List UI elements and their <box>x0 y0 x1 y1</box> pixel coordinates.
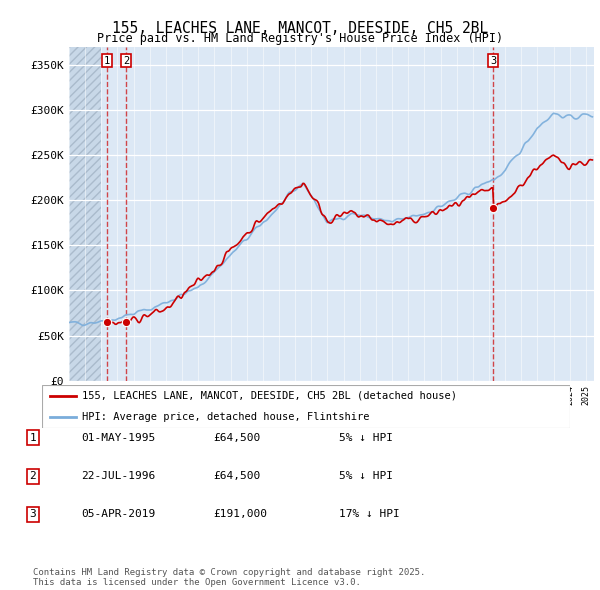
Text: £64,500: £64,500 <box>213 433 260 442</box>
Text: 3: 3 <box>29 510 37 519</box>
Text: Price paid vs. HM Land Registry's House Price Index (HPI): Price paid vs. HM Land Registry's House … <box>97 32 503 45</box>
Text: 05-APR-2019: 05-APR-2019 <box>81 510 155 519</box>
Text: HPI: Average price, detached house, Flintshire: HPI: Average price, detached house, Flin… <box>82 412 369 422</box>
Text: 2: 2 <box>123 55 130 65</box>
Text: 5% ↓ HPI: 5% ↓ HPI <box>339 433 393 442</box>
Text: 3: 3 <box>490 55 496 65</box>
Bar <box>69 47 101 381</box>
Text: 1: 1 <box>104 55 110 65</box>
Text: £64,500: £64,500 <box>213 471 260 481</box>
Text: £191,000: £191,000 <box>213 510 267 519</box>
Text: Contains HM Land Registry data © Crown copyright and database right 2025.
This d: Contains HM Land Registry data © Crown c… <box>33 568 425 587</box>
Text: 01-MAY-1995: 01-MAY-1995 <box>81 433 155 442</box>
Text: 5% ↓ HPI: 5% ↓ HPI <box>339 471 393 481</box>
Text: 155, LEACHES LANE, MANCOT, DEESIDE, CH5 2BL: 155, LEACHES LANE, MANCOT, DEESIDE, CH5 … <box>112 21 488 35</box>
Text: 1: 1 <box>29 433 37 442</box>
FancyBboxPatch shape <box>42 385 570 428</box>
Text: 22-JUL-1996: 22-JUL-1996 <box>81 471 155 481</box>
Text: 155, LEACHES LANE, MANCOT, DEESIDE, CH5 2BL (detached house): 155, LEACHES LANE, MANCOT, DEESIDE, CH5 … <box>82 391 457 401</box>
Text: 2: 2 <box>29 471 37 481</box>
Text: 17% ↓ HPI: 17% ↓ HPI <box>339 510 400 519</box>
